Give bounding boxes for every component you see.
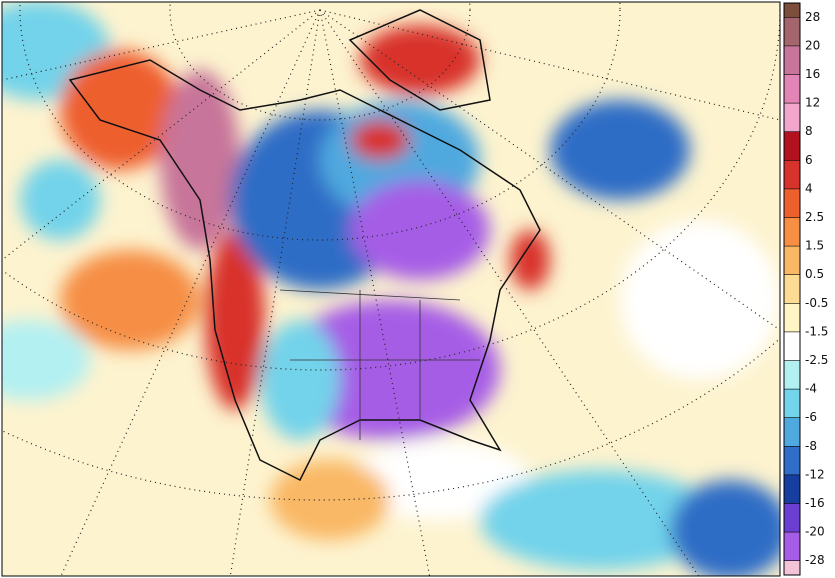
colorbar-label: 8 xyxy=(805,124,813,138)
colorbar-swatch xyxy=(784,560,800,575)
colorbar-label: 16 xyxy=(805,67,820,81)
colorbar-swatch xyxy=(784,45,800,75)
anomaly-area xyxy=(270,460,390,540)
colorbar-label: -8 xyxy=(805,439,817,453)
colorbar-swatch xyxy=(784,246,800,275)
colorbar-label: -12 xyxy=(805,467,825,481)
colorbar-label: 4 xyxy=(805,181,813,195)
colorbar-swatch xyxy=(784,17,800,46)
colorbar-label: 2.5 xyxy=(805,210,824,224)
colorbar-swatch xyxy=(784,74,800,104)
colorbar-label: 6 xyxy=(805,153,813,167)
colorbar-frame xyxy=(783,2,801,576)
colorbar-label: 12 xyxy=(805,96,820,110)
anomaly-area xyxy=(60,250,200,350)
latitude-line xyxy=(169,2,471,121)
colorbar-swatch xyxy=(784,331,800,361)
anomaly-area xyxy=(60,50,180,170)
colorbar-swatch xyxy=(784,3,800,18)
anomaly-area xyxy=(260,320,340,440)
colorbar-swatch xyxy=(784,188,800,218)
anomaly-area xyxy=(670,480,780,576)
colorbar-label: -6 xyxy=(805,410,817,424)
colorbar-label: -2.5 xyxy=(805,353,828,367)
colorbar-swatch xyxy=(784,389,800,418)
colorbar-swatch xyxy=(784,303,800,332)
anomaly-area xyxy=(550,100,690,200)
colorbar-swatch xyxy=(784,217,800,247)
latitude-line xyxy=(19,2,621,241)
anomaly-area xyxy=(480,470,720,570)
anomaly-area xyxy=(205,230,265,410)
colorbar-swatch xyxy=(784,360,800,390)
anomaly-area xyxy=(620,220,780,380)
colorbar-label: 20 xyxy=(805,38,820,52)
colorbar-swatch xyxy=(784,131,800,161)
colorbar-swatch xyxy=(784,532,800,561)
anomaly-area xyxy=(510,230,550,290)
anomaly-area xyxy=(350,120,410,160)
map-frame xyxy=(1,1,781,577)
colorbar-swatch xyxy=(784,417,800,447)
colorbar-swatch xyxy=(784,503,800,533)
anomaly-area xyxy=(350,180,490,280)
colorbar-label: -4 xyxy=(805,382,817,396)
anomaly-area xyxy=(20,160,100,240)
colorbar-swatch xyxy=(784,103,800,132)
anomaly-area xyxy=(350,440,530,520)
coastline xyxy=(68,59,541,482)
colorbar-swatch xyxy=(784,160,800,189)
colorbar-label: 28 xyxy=(805,10,820,24)
coastline xyxy=(348,9,491,111)
colorbar-label: -28 xyxy=(805,553,825,567)
colorbar-label: -1.5 xyxy=(805,324,828,338)
colorbar-label: -20 xyxy=(805,525,825,539)
colorbar-swatch xyxy=(784,474,800,504)
anomaly-field xyxy=(2,2,780,576)
colorbar: 28 20 16 12 8 6 4 2.5 1.5 0.5 -0.5 -1.5 -2.5 -4 -6 -8 -1… xyxy=(783,2,828,576)
colorbar-label: -0.5 xyxy=(805,296,828,310)
anomaly-area xyxy=(160,70,240,250)
colorbar-label: -16 xyxy=(805,496,825,510)
colorbar-swatch xyxy=(784,446,800,475)
colorbar-label: 1.5 xyxy=(805,239,824,253)
longitude-lines xyxy=(2,9,780,576)
anomaly-area xyxy=(360,25,480,95)
borders xyxy=(279,289,480,440)
colorbar-swatch xyxy=(784,274,800,304)
anomaly-area xyxy=(2,320,90,400)
colorbar-label: 0.5 xyxy=(805,267,824,281)
